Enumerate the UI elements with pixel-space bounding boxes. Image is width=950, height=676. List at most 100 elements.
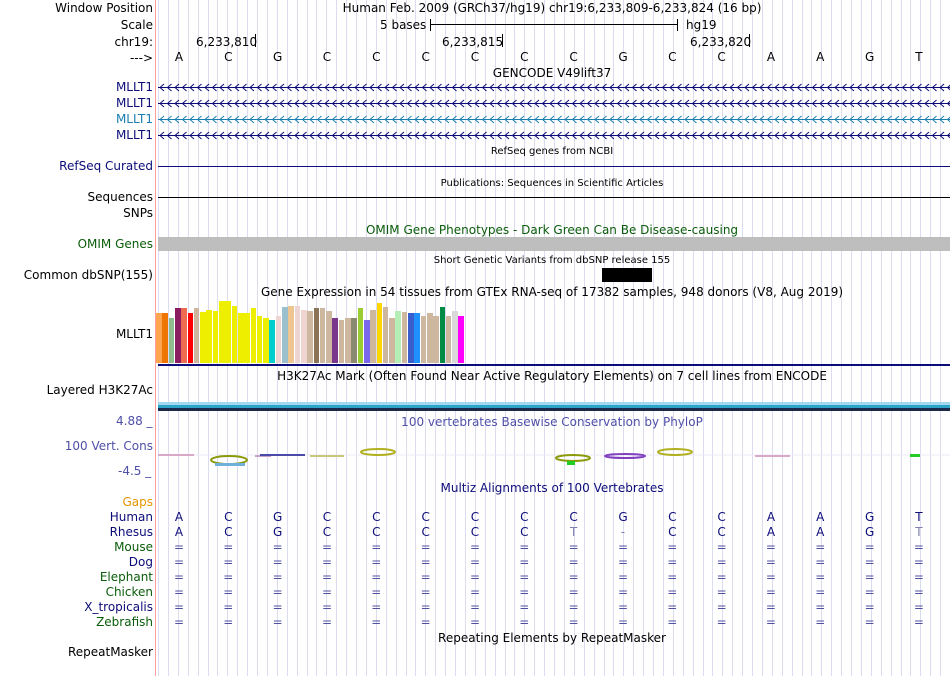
species-label[interactable]: Mouse bbox=[114, 540, 153, 554]
gtex-tissue-bar[interactable] bbox=[206, 309, 213, 363]
phylop-label[interactable]: 100 Vert. Cons bbox=[64, 439, 153, 453]
strand-arrow bbox=[354, 99, 360, 108]
phylop-plot[interactable] bbox=[155, 445, 950, 470]
repeatmasker-title[interactable]: Repeating Elements by RepeatMasker bbox=[438, 631, 666, 645]
chrom-label: chr19: bbox=[114, 35, 153, 49]
gtex-tissue-bar[interactable] bbox=[231, 305, 238, 363]
omim-feature-bar[interactable] bbox=[158, 237, 950, 251]
grid-line bbox=[484, 0, 486, 676]
gtex-tissue-bar[interactable] bbox=[300, 309, 307, 363]
strand-arrow bbox=[691, 131, 697, 140]
gencode-gene-model[interactable] bbox=[158, 131, 950, 140]
phylop-title[interactable]: 100 vertebrates Basewise Conservation by… bbox=[401, 415, 703, 429]
gtex-tissue-bar[interactable] bbox=[225, 301, 231, 363]
alignment-base: = bbox=[519, 555, 530, 569]
gtex-tissue-bar[interactable] bbox=[345, 318, 351, 363]
strand-arrow bbox=[631, 131, 637, 140]
gtex-tissue-bar[interactable] bbox=[338, 319, 345, 363]
gtex-tissue-bar[interactable] bbox=[307, 310, 313, 363]
gencode-gene-label[interactable]: MLLT1 bbox=[115, 128, 153, 142]
gtex-tissue-bar[interactable] bbox=[357, 308, 364, 363]
gtex-tissue-bar[interactable] bbox=[426, 313, 433, 363]
multiz-title[interactable]: Multiz Alignments of 100 Vertebrates bbox=[440, 481, 664, 495]
gtex-tissue-bar[interactable] bbox=[174, 308, 181, 363]
refseq-title[interactable]: RefSeq genes from NCBI bbox=[490, 146, 614, 157]
species-label[interactable]: Rhesus bbox=[109, 525, 153, 539]
gtex-tissue-bar[interactable] bbox=[370, 309, 376, 363]
gtex-tissue-bar[interactable] bbox=[458, 315, 465, 363]
publications-label-snps[interactable]: SNPs bbox=[123, 206, 153, 220]
gencode-title[interactable]: GENCODE V49lift37 bbox=[492, 66, 612, 80]
gtex-tissue-bar[interactable] bbox=[433, 315, 439, 363]
species-label[interactable]: Dog bbox=[128, 555, 153, 569]
gtex-tissue-bar[interactable] bbox=[389, 318, 395, 363]
gtex-tissue-bar[interactable] bbox=[269, 319, 276, 363]
omim-title[interactable]: OMIM Gene Phenotypes - Dark Green Can Be… bbox=[365, 223, 739, 237]
gencode-gene-label[interactable]: MLLT1 bbox=[115, 112, 153, 126]
strand-arrow bbox=[849, 99, 855, 108]
refseq-label[interactable]: RefSeq Curated bbox=[59, 159, 153, 173]
gtex-tissue-bar[interactable] bbox=[401, 312, 408, 363]
gtex-tissue-bar[interactable] bbox=[237, 313, 244, 363]
gtex-tissue-bar[interactable] bbox=[181, 308, 187, 363]
gtex-tissue-bar[interactable] bbox=[156, 313, 162, 363]
gtex-tissue-bar[interactable] bbox=[200, 312, 206, 363]
gtex-tissue-bar[interactable] bbox=[168, 318, 175, 363]
h3k27ac-title[interactable]: H3K27Ac Mark (Often Found Near Active Re… bbox=[277, 369, 827, 383]
gtex-tissue-bar[interactable] bbox=[332, 318, 339, 363]
gtex-tissue-bar[interactable] bbox=[256, 315, 263, 363]
gtex-tissue-bar[interactable] bbox=[376, 303, 383, 363]
assembly-title[interactable]: Human Feb. 2009 (GRCh37/hg19) chr19:6,23… bbox=[342, 1, 762, 15]
gtex-tissue-bar[interactable] bbox=[244, 313, 250, 363]
gtex-tissue-bar[interactable] bbox=[294, 305, 301, 363]
strand-arrow bbox=[766, 99, 772, 108]
gtex-tissue-bar[interactable] bbox=[219, 301, 225, 363]
gtex-tissue-bar[interactable] bbox=[288, 305, 294, 363]
gencode-gene-label[interactable]: MLLT1 bbox=[115, 96, 153, 110]
gtex-tissue-bar[interactable] bbox=[187, 313, 194, 363]
gtex-tissue-bar[interactable] bbox=[414, 313, 420, 363]
species-label[interactable]: Human bbox=[109, 510, 153, 524]
gtex-tissue-bar[interactable] bbox=[319, 308, 326, 363]
gtex-tissue-bar[interactable] bbox=[193, 308, 200, 363]
species-label[interactable]: Zebrafish bbox=[96, 615, 153, 629]
gtex-tissue-bar[interactable] bbox=[363, 319, 370, 363]
repeatmasker-label[interactable]: RepeatMasker bbox=[67, 645, 153, 659]
gtex-tissue-bar[interactable] bbox=[212, 310, 219, 363]
gtex-tissue-bar[interactable] bbox=[382, 307, 389, 363]
gtex-tissue-bar[interactable] bbox=[351, 318, 357, 363]
gtex-tissue-bar[interactable] bbox=[313, 308, 320, 363]
gtex-tissue-bar[interactable] bbox=[250, 308, 257, 363]
gtex-tissue-bar[interactable] bbox=[439, 307, 446, 363]
gtex-label[interactable]: MLLT1 bbox=[115, 327, 153, 341]
species-label[interactable]: Elephant bbox=[99, 570, 153, 584]
gencode-gene-model[interactable] bbox=[158, 115, 950, 124]
strand-arrow bbox=[624, 131, 630, 140]
species-label[interactable]: X_tropicalis bbox=[84, 600, 153, 614]
gencode-gene-label[interactable]: MLLT1 bbox=[115, 80, 153, 94]
species-label[interactable]: Chicken bbox=[105, 585, 153, 599]
gtex-tissue-bar[interactable] bbox=[395, 310, 402, 363]
gtex-tissue-bar[interactable] bbox=[326, 310, 332, 363]
gtex-tissue-bar[interactable] bbox=[452, 310, 458, 363]
gtex-tissue-bar[interactable] bbox=[275, 315, 282, 363]
gtex-tissue-bar[interactable] bbox=[420, 315, 427, 363]
h3k27ac-label[interactable]: Layered H3K27Ac bbox=[46, 383, 153, 397]
publications-title[interactable]: Publications: Sequences in Scientific Ar… bbox=[440, 178, 664, 189]
dbsnp-label[interactable]: Common dbSNP(155) bbox=[23, 268, 153, 282]
gaps-label[interactable]: Gaps bbox=[122, 495, 153, 509]
strand-arrow bbox=[541, 99, 547, 108]
gtex-title[interactable]: Gene Expression in 54 tissues from GTEx … bbox=[260, 285, 844, 299]
dbsnp-variant[interactable] bbox=[602, 268, 652, 282]
dbsnp-title[interactable]: Short Genetic Variants from dbSNP releas… bbox=[433, 255, 671, 266]
gtex-tissue-bar[interactable] bbox=[282, 307, 288, 363]
gtex-tissue-bar[interactable] bbox=[445, 315, 452, 363]
gtex-tissue-bar[interactable] bbox=[162, 313, 168, 363]
gtex-tissue-bar[interactable] bbox=[263, 318, 269, 363]
gencode-gene-model[interactable] bbox=[158, 83, 950, 92]
omim-label[interactable]: OMIM Genes bbox=[77, 237, 153, 251]
strand-arrow bbox=[856, 83, 862, 92]
publications-label[interactable]: Sequences bbox=[87, 190, 153, 204]
gtex-tissue-bar[interactable] bbox=[408, 313, 414, 363]
gencode-gene-model[interactable] bbox=[158, 99, 950, 108]
